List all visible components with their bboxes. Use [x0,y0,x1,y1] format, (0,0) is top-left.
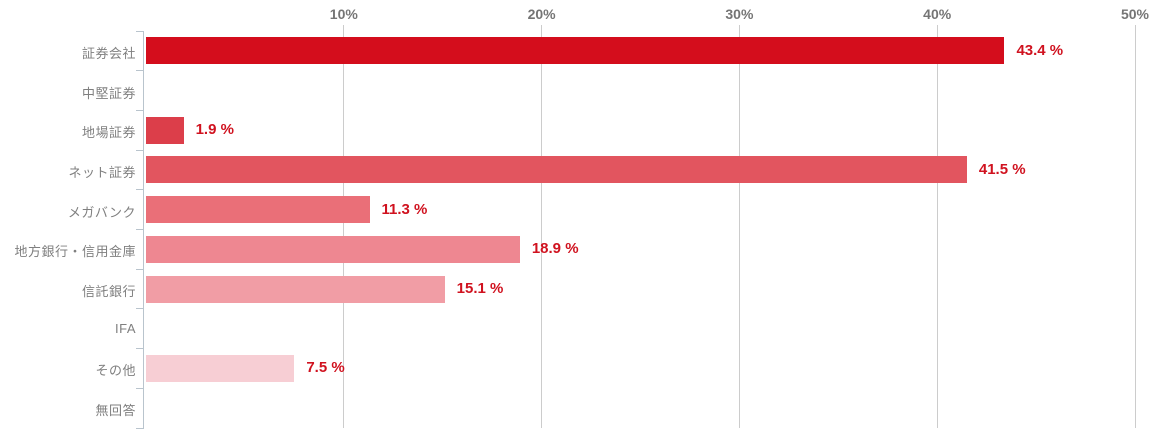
category-axis-tick [136,30,144,32]
plot-area: 43.4 % 1.9 % 41.5 % 11.3 % 18.9 % 15.1 % 7.5 % [136,25,1136,429]
value-label-6: 15.1 % [456,280,504,298]
value-label-5: 18.9 % [531,240,579,258]
category-axis-tick [136,149,144,151]
gridline-30 [738,25,740,428]
category-label-0: 証券会社 [81,45,136,61]
gridline-20 [541,25,543,428]
value-label-0: 43.4 % [1016,41,1064,59]
category-label-4: メガバンク [67,204,136,220]
bar-6 [146,275,445,303]
x-axis-tick-label: 20% [527,6,556,22]
category-label-3: ネット証券 [68,164,136,180]
category-axis-tick [136,427,144,429]
category-label-1: 中堅証券 [81,85,136,101]
bar-4 [146,196,370,224]
category-axis-tick [136,70,144,72]
category-axis-tick [136,348,144,350]
category-axis-tick [136,387,144,389]
x-axis-tick-label: 50% [1120,6,1150,22]
category-axis-tick [136,189,144,191]
value-label-8: 7.5 % [306,359,345,377]
category-label-9: 無回答 [95,403,136,419]
category-label-8: その他 [95,363,136,379]
gridline-10 [343,25,345,428]
gridline-50 [1134,25,1136,428]
category-axis-tick [136,268,144,270]
category-axis-tick [136,308,144,310]
bar-2 [146,116,184,144]
category-label-6: 信託銀行 [81,284,136,300]
category-label-2: 地場証券 [81,125,136,141]
x-axis-tick-label: 40% [923,6,952,22]
value-label-3: 41.5 % [978,160,1026,178]
x-axis-tick-label: 30% [725,6,754,22]
bar-0 [146,37,1005,65]
value-label-4: 11.3 % [381,200,428,218]
value-label-2: 1.9 % [195,121,234,139]
bar-5 [146,235,520,263]
category-axis-tick [136,229,144,230]
category-label-7: IFA [114,320,136,336]
category-axis-tick [136,109,144,111]
x-axis-tick-label: 10% [329,6,358,22]
gridline-40 [936,25,938,428]
bar-8 [146,354,295,382]
category-label-5: 地方銀行・信用金庫 [14,244,136,260]
bar-3 [146,156,967,184]
